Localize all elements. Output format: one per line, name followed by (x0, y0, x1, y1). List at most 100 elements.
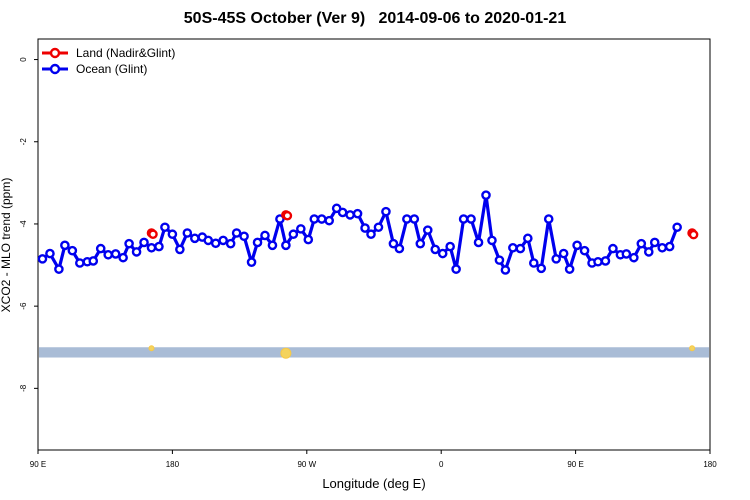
data-point-1-76 (579, 245, 590, 256)
band-marker-2 (689, 345, 696, 352)
data-point-1-38 (309, 214, 320, 224)
plot-frame (37, 38, 711, 451)
data-point-1-58 (451, 264, 461, 274)
data-point-1-25 (218, 235, 228, 246)
data-point-1-19 (175, 244, 185, 255)
data-point-1-13 (131, 247, 142, 257)
data-point-1-60 (466, 214, 476, 224)
x-tick-label-3: 0 (439, 460, 444, 469)
legend-label-0: Land (Nadir&Glint) (76, 46, 175, 60)
data-point-0-1 (148, 229, 158, 240)
data-point-1-12 (124, 238, 134, 249)
data-point-1-21 (189, 233, 200, 244)
data-point-1-18 (167, 229, 178, 240)
data-point-0-5 (688, 229, 699, 240)
x-tick-label-2: 90 W (297, 460, 316, 469)
data-point-1-2 (54, 264, 64, 274)
data-point-1-79 (600, 256, 611, 266)
data-point-1-87 (657, 242, 668, 253)
sample-band (39, 345, 709, 359)
y-tick-label-1: -2 (19, 138, 28, 146)
data-point-1-88 (664, 241, 675, 252)
data-point-1-10 (110, 249, 121, 259)
data-point-1-48 (381, 206, 391, 217)
data-point-1-47 (373, 222, 384, 233)
band-marker-0 (148, 345, 155, 352)
data-point-1-7 (88, 256, 99, 266)
data-point-1-84 (636, 238, 647, 249)
data-point-1-51 (402, 214, 412, 224)
data-point-1-62 (481, 190, 491, 200)
data-point-1-61 (473, 237, 484, 248)
y-tick-label-4: -8 (19, 384, 28, 392)
data-point-1-32 (267, 240, 278, 251)
data-point-1-29 (246, 257, 257, 267)
data-point-1-54 (422, 225, 433, 235)
data-point-1-69 (528, 258, 539, 268)
legend-marker-0 (49, 47, 61, 59)
y-axis-label: XCO2 - MLO trend (ppm) (0, 177, 13, 313)
y-axis: 0 -2 -4 -6 -8 (19, 57, 38, 392)
data-point-1-15 (146, 242, 157, 253)
data-point-1-45 (360, 223, 370, 233)
data-point-1-52 (409, 214, 420, 224)
data-point-1-28 (239, 231, 249, 242)
data-point-1-11 (118, 252, 128, 263)
x-tick-label-1: 180 (166, 460, 180, 469)
legend: Land (Nadir&Glint) Ocean (Glint) (42, 46, 175, 76)
data-point-1-27 (231, 228, 242, 238)
data-point-1-20 (182, 228, 193, 238)
data-point-1-53 (415, 238, 426, 249)
data-point-1-8 (95, 243, 106, 254)
data-point-1-26 (225, 238, 236, 249)
data-point-1-31 (260, 230, 270, 241)
data-point-1-1 (45, 248, 55, 259)
data-point-1-67 (515, 243, 526, 254)
data-point-1-40 (324, 215, 335, 226)
data-point-1-59 (458, 214, 469, 224)
data-point-1-89 (672, 222, 682, 233)
data-point-1-86 (649, 237, 660, 248)
data-point-1-39 (316, 214, 327, 224)
series-0 (146, 210, 699, 240)
data-point-1-9 (103, 249, 113, 260)
data-point-1-75 (572, 240, 582, 251)
data-point-1-71 (543, 214, 554, 224)
data-point-1-14 (139, 237, 149, 248)
x-axis: 90 E 180 90 W 0 90 E 180 (30, 450, 717, 469)
legend-label-1: Ocean (Glint) (76, 62, 147, 76)
x-tick-label-5: 180 (703, 460, 717, 469)
band-marker-1 (280, 347, 292, 359)
data-point-1-66 (508, 242, 518, 253)
data-point-1-57 (445, 241, 455, 252)
data-point-1-30 (252, 237, 263, 248)
data-point-1-70 (536, 263, 547, 274)
y-tick-label-0: 0 (19, 57, 28, 62)
data-point-1-44 (352, 208, 363, 219)
data-point-1-74 (564, 264, 575, 274)
x-tick-label-4: 90 E (567, 460, 583, 469)
data-point-1-82 (621, 249, 632, 259)
data-point-1-0 (37, 254, 48, 264)
y-tick-label-2: -4 (19, 220, 28, 228)
x-axis-label: Longitude (deg E) (322, 476, 426, 491)
data-point-1-55 (430, 244, 441, 255)
data-point-1-83 (629, 252, 639, 263)
data-point-1-24 (210, 238, 221, 249)
data-point-1-65 (500, 265, 511, 275)
data-point-1-4 (67, 245, 78, 256)
legend-marker-1 (49, 63, 61, 75)
data-point-1-80 (608, 243, 618, 254)
data-point-1-43 (345, 210, 355, 220)
data-point-1-85 (643, 247, 654, 257)
data-point-1-64 (494, 255, 505, 265)
band-rect (39, 347, 709, 358)
data-point-1-56 (437, 248, 448, 259)
data-point-1-16 (154, 241, 164, 252)
data-point-1-34 (281, 240, 291, 251)
data-point-1-68 (523, 233, 533, 244)
series-1 (37, 190, 682, 275)
data-point-1-42 (337, 207, 348, 218)
data-point-1-23 (203, 235, 214, 246)
